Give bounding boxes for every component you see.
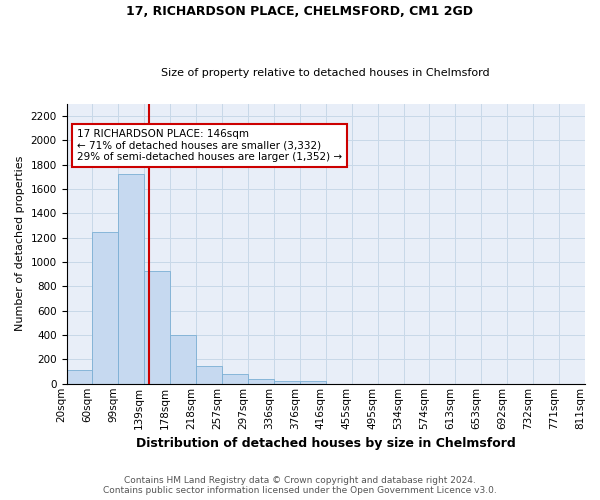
Bar	[92, 232, 118, 384]
Bar	[144, 270, 170, 384]
Bar	[118, 174, 144, 384]
Text: 17, RICHARDSON PLACE, CHELMSFORD, CM1 2GD: 17, RICHARDSON PLACE, CHELMSFORD, CM1 2G…	[127, 5, 473, 18]
Bar	[300, 382, 326, 384]
Bar	[274, 380, 300, 384]
Y-axis label: Number of detached properties: Number of detached properties	[15, 156, 25, 332]
Text: Contains HM Land Registry data © Crown copyright and database right 2024.
Contai: Contains HM Land Registry data © Crown c…	[103, 476, 497, 495]
Bar	[196, 366, 222, 384]
Title: Size of property relative to detached houses in Chelmsford: Size of property relative to detached ho…	[161, 68, 490, 78]
Bar	[67, 370, 92, 384]
Bar	[222, 374, 248, 384]
Bar	[170, 335, 196, 384]
X-axis label: Distribution of detached houses by size in Chelmsford: Distribution of detached houses by size …	[136, 437, 515, 450]
Bar	[248, 379, 274, 384]
Text: 17 RICHARDSON PLACE: 146sqm
← 71% of detached houses are smaller (3,332)
29% of : 17 RICHARDSON PLACE: 146sqm ← 71% of det…	[77, 129, 342, 162]
